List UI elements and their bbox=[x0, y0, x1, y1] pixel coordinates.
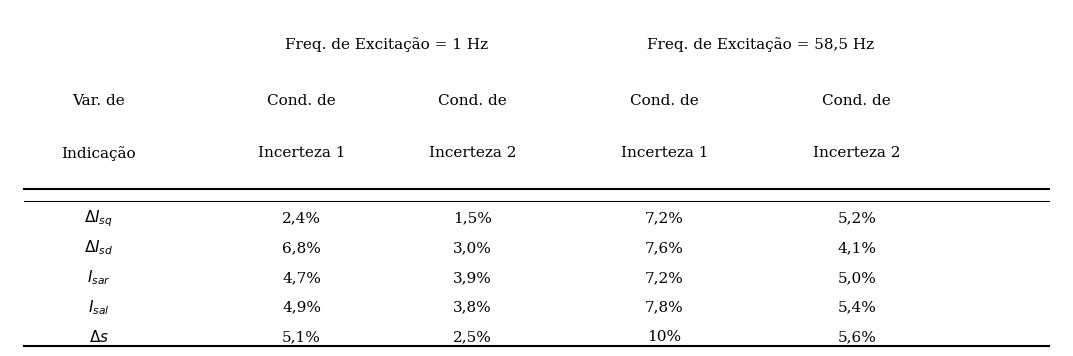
Text: 1,5%: 1,5% bbox=[453, 211, 491, 225]
Text: 5,4%: 5,4% bbox=[837, 301, 877, 315]
Text: 5,2%: 5,2% bbox=[837, 211, 877, 225]
Text: Cond. de: Cond. de bbox=[822, 94, 891, 108]
Text: 5,1%: 5,1% bbox=[282, 330, 321, 345]
Text: 2,4%: 2,4% bbox=[282, 211, 321, 225]
Text: $I_{sar}$: $I_{sar}$ bbox=[87, 268, 111, 287]
Text: 2,5%: 2,5% bbox=[453, 330, 491, 345]
Text: $I_{sal}$: $I_{sal}$ bbox=[88, 298, 109, 317]
Text: Freq. de Excitação = 1 Hz: Freq. de Excitação = 1 Hz bbox=[285, 37, 488, 52]
Text: 7,6%: 7,6% bbox=[645, 241, 684, 255]
Text: Incerteza 1: Incerteza 1 bbox=[621, 146, 708, 161]
Text: 5,6%: 5,6% bbox=[837, 330, 877, 345]
Text: 3,9%: 3,9% bbox=[453, 271, 491, 285]
Text: Indicação: Indicação bbox=[61, 146, 136, 161]
Text: 4,1%: 4,1% bbox=[837, 241, 877, 255]
Text: Freq. de Excitação = 58,5 Hz: Freq. de Excitação = 58,5 Hz bbox=[647, 37, 874, 52]
Text: 4,9%: 4,9% bbox=[282, 301, 321, 315]
Text: 3,0%: 3,0% bbox=[453, 241, 491, 255]
Text: Incerteza 1: Incerteza 1 bbox=[258, 146, 346, 161]
Text: Cond. de: Cond. de bbox=[438, 94, 506, 108]
Text: $\Delta I_{sd}$: $\Delta I_{sd}$ bbox=[84, 239, 114, 257]
Text: 6,8%: 6,8% bbox=[282, 241, 321, 255]
Text: 7,2%: 7,2% bbox=[645, 271, 684, 285]
Text: 5,0%: 5,0% bbox=[837, 271, 877, 285]
Text: Incerteza 2: Incerteza 2 bbox=[813, 146, 900, 161]
Text: 7,8%: 7,8% bbox=[645, 301, 684, 315]
Text: Cond. de: Cond. de bbox=[630, 94, 699, 108]
Text: 3,8%: 3,8% bbox=[453, 301, 491, 315]
Text: $\Delta s$: $\Delta s$ bbox=[89, 329, 108, 345]
Text: 4,7%: 4,7% bbox=[282, 271, 321, 285]
Text: $\Delta I_{sq}$: $\Delta I_{sq}$ bbox=[85, 208, 114, 229]
Text: Incerteza 2: Incerteza 2 bbox=[429, 146, 516, 161]
Text: 7,2%: 7,2% bbox=[645, 211, 684, 225]
Text: 10%: 10% bbox=[647, 330, 681, 345]
Text: Var. de: Var. de bbox=[73, 94, 126, 108]
Text: Cond. de: Cond. de bbox=[267, 94, 336, 108]
